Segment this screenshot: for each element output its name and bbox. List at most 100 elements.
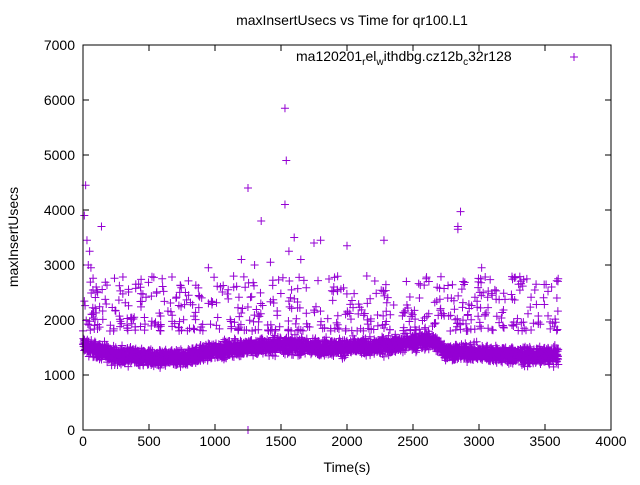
data-point xyxy=(327,286,336,295)
y-tick-label: 5000 xyxy=(44,147,75,163)
data-point xyxy=(347,296,356,305)
data-point xyxy=(155,326,164,335)
data-point xyxy=(450,305,459,314)
data-point xyxy=(302,309,311,318)
outlier-point xyxy=(85,247,94,256)
chart-title: maxInsertUsecs vs Time for qr100.L1 xyxy=(236,12,468,28)
data-point xyxy=(118,272,127,281)
data-point xyxy=(342,289,351,298)
data-point xyxy=(184,276,193,285)
data-point xyxy=(249,317,258,326)
data-point xyxy=(379,352,388,361)
data-point xyxy=(525,342,534,351)
data-point xyxy=(224,294,233,303)
data-point xyxy=(293,284,302,293)
outlier-point xyxy=(477,263,486,272)
outlier-point xyxy=(237,255,246,264)
data-point xyxy=(276,289,285,298)
plot-frame xyxy=(82,44,612,431)
data-point xyxy=(553,307,562,316)
data-point xyxy=(527,293,536,302)
data-point xyxy=(179,315,188,324)
data-point xyxy=(316,307,325,316)
data-point xyxy=(111,306,120,315)
data-point xyxy=(210,273,219,282)
data-point xyxy=(258,301,267,310)
data-point xyxy=(536,320,545,329)
outlier-point xyxy=(250,261,259,269)
data-point xyxy=(273,311,282,320)
data-point xyxy=(250,311,259,320)
outlier-point xyxy=(296,255,305,264)
outlier-point xyxy=(282,156,291,165)
data-point xyxy=(454,291,463,300)
data-point xyxy=(492,312,501,321)
data-point xyxy=(484,324,493,333)
data-point xyxy=(292,314,301,323)
data-point xyxy=(140,313,149,322)
data-point xyxy=(405,292,414,301)
data-point xyxy=(239,272,248,281)
data-point xyxy=(285,302,294,311)
data-point xyxy=(256,288,265,297)
data-point xyxy=(176,281,185,290)
data-point xyxy=(213,313,222,322)
outlier-point xyxy=(257,217,266,225)
data-point xyxy=(190,312,199,321)
data-point xyxy=(446,311,455,320)
data-point xyxy=(195,292,204,301)
data-point xyxy=(242,326,251,335)
data-point xyxy=(284,317,293,326)
axis-ticks: 0 500 1000 1500 2000 2500 3000 3500 4000 0 1000 200… xyxy=(44,37,627,449)
outlier-point xyxy=(280,200,289,209)
data-point xyxy=(270,331,279,340)
data-point xyxy=(123,314,132,323)
data-point xyxy=(235,312,244,321)
outlier-point xyxy=(379,236,388,245)
data-point xyxy=(177,302,186,311)
y-axis-label: maxInsertUsecs xyxy=(5,187,21,287)
data-point xyxy=(160,297,169,306)
x-tick-label: 4000 xyxy=(595,433,626,449)
data-point xyxy=(146,345,155,354)
data-point xyxy=(474,312,483,321)
data-point xyxy=(343,308,352,317)
data-point xyxy=(166,298,175,307)
data-point xyxy=(87,310,96,319)
outlier-point xyxy=(266,258,275,267)
data-point xyxy=(101,295,110,304)
data-point xyxy=(384,331,393,340)
data-point xyxy=(359,311,368,320)
data-point xyxy=(109,324,118,333)
data-point xyxy=(415,294,424,303)
y-tick-label: 4000 xyxy=(44,202,75,218)
data-point xyxy=(446,326,455,335)
data-point xyxy=(191,315,200,324)
data-point xyxy=(414,279,423,288)
legend: ma120201relwithdbg.cz12bc32r128 xyxy=(296,48,578,68)
data-point xyxy=(247,292,256,301)
outlier-point xyxy=(204,263,213,272)
data-point xyxy=(501,295,510,304)
data-point xyxy=(524,309,533,318)
data-point xyxy=(544,287,553,296)
data-point xyxy=(341,324,350,333)
data-point xyxy=(346,315,355,324)
data-point xyxy=(399,308,408,317)
data-point xyxy=(552,276,561,285)
data-point xyxy=(81,301,90,310)
data-point xyxy=(243,302,252,311)
data-point xyxy=(310,308,319,317)
data-point xyxy=(530,286,539,295)
data-point xyxy=(347,326,356,335)
data-point xyxy=(328,296,337,305)
outlier-point xyxy=(402,277,411,286)
data-point xyxy=(268,276,277,285)
outlier-point xyxy=(82,236,91,245)
data-point xyxy=(383,293,392,302)
data-point xyxy=(318,324,327,333)
data-point xyxy=(488,325,497,334)
data-point xyxy=(245,316,254,325)
data-point xyxy=(373,321,382,330)
data-point xyxy=(488,326,497,335)
